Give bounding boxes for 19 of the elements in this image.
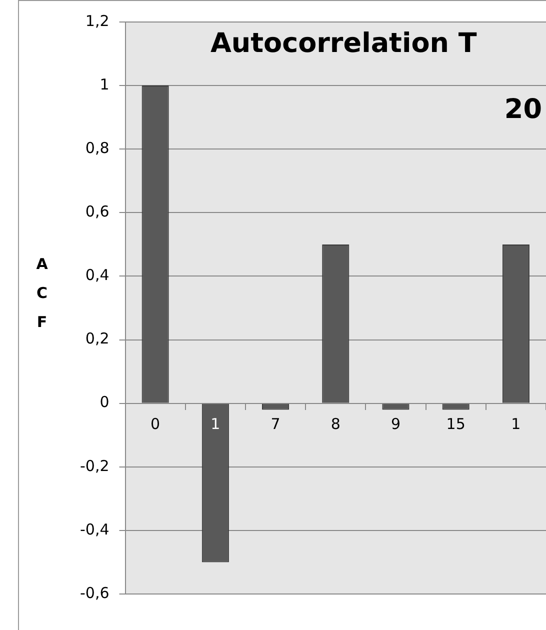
x-tick-label: 15 <box>446 415 466 434</box>
y-tick-label: -0,6 <box>80 584 110 602</box>
y-tick-label: 0,2 <box>85 330 110 348</box>
y-tick-label: 0,6 <box>85 202 110 221</box>
x-tick-label: 9 <box>390 415 401 434</box>
x-tick-label: 1 <box>210 415 220 434</box>
y-axis-title: ACF <box>36 254 48 331</box>
y-tick-label: 0,4 <box>85 266 110 284</box>
y-tick-label: -0,2 <box>80 456 110 475</box>
y-tick-label: 1 <box>100 75 110 94</box>
x-tick-label: 0 <box>150 415 160 434</box>
chart-title: Autocorrelation T 20 <box>210 28 542 126</box>
y-tick-label: 0 <box>100 393 110 412</box>
x-tick-label: 7 <box>270 415 280 434</box>
y-tick-label: 0,8 <box>85 139 110 157</box>
y-tick-label: 1,2 <box>85 12 110 30</box>
x-tick-label: 1 <box>511 415 521 434</box>
x-tick-label: 8 <box>330 415 340 434</box>
y-tick-label: -0,4 <box>80 520 110 538</box>
